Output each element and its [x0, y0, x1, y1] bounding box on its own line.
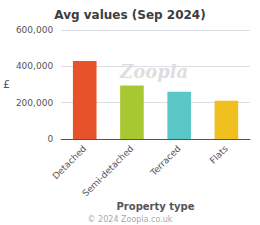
svg-text:600,000: 600,000	[16, 25, 53, 35]
svg-text:Terraced: Terraced	[148, 143, 183, 178]
svg-text:© 2024 Zoopla.co.uk: © 2024 Zoopla.co.uk	[88, 215, 173, 224]
svg-text:400,000: 400,000	[16, 61, 53, 71]
svg-text:Detached: Detached	[51, 143, 89, 181]
svg-text:200,000: 200,000	[16, 98, 53, 108]
svg-text:Zoopla: Zoopla	[119, 61, 188, 82]
svg-text:£: £	[3, 78, 10, 91]
svg-text:Property type: Property type	[117, 201, 195, 212]
svg-text:Semi-detached: Semi-detached	[80, 143, 135, 198]
svg-text:Flats: Flats	[208, 143, 230, 165]
svg-text:Avg values (Sep 2024): Avg values (Sep 2024)	[54, 8, 205, 22]
svg-text:0: 0	[47, 134, 53, 144]
